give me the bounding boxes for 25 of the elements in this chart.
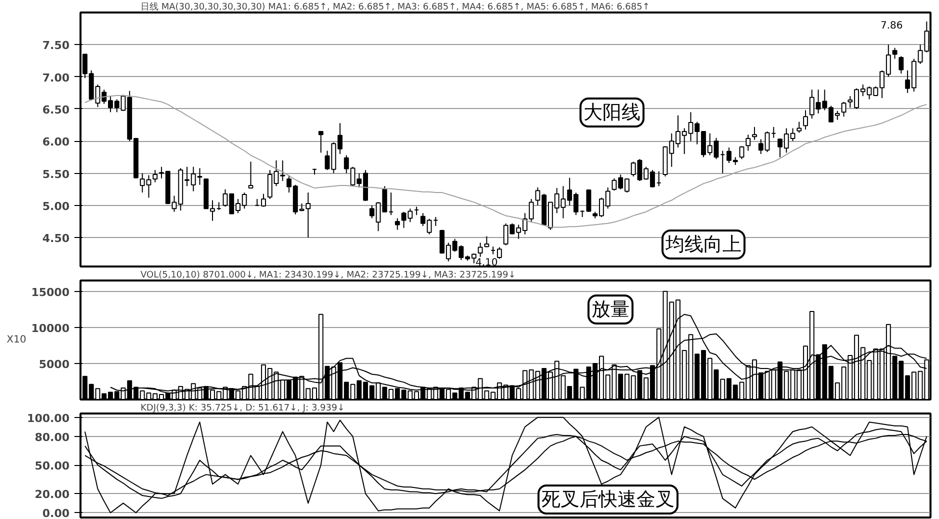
y-tick-label: 5000 <box>38 358 70 371</box>
y-tick-label: 6.00 <box>42 136 70 149</box>
y-tick-label: 15000 <box>31 286 70 299</box>
y-tick-label: 6.50 <box>42 103 70 116</box>
y-tick-label: 0.00 <box>42 507 70 519</box>
annotation: 7.86 <box>880 20 903 32</box>
chart-title: KDJ(9,3,3) K: 35.725↓, D: 51.617↓, J: 3.939↓ <box>140 404 345 414</box>
y-tick-label: 7.00 <box>42 71 70 84</box>
y-tick-label: 5.50 <box>42 168 70 181</box>
annotation: 死叉后快速金叉 <box>542 488 674 510</box>
annotation: 均线向上 <box>664 234 742 256</box>
annotation: 大阳线 <box>584 102 640 124</box>
y-tick-label: 50.00 <box>34 460 70 473</box>
text: X10 <box>6 334 26 346</box>
annotation: 放量 <box>592 298 630 320</box>
y-tick-label: 20.00 <box>34 488 70 502</box>
y-tick-label: 10000 <box>31 322 70 335</box>
annotation: 4.10 <box>476 258 498 268</box>
y-tick-label: 80.00 <box>34 430 70 444</box>
y-tick-label: 7.50 <box>42 39 70 52</box>
y-tick-label: 5.00 <box>42 200 70 213</box>
y-tick-label: 4.50 <box>42 232 70 246</box>
y-tick-label: 100.00 <box>27 412 70 425</box>
chart-title: 日线 MA(30,30,30,30,30,30) MA1: 6.685↑, MA2: 6.685↑, MA3: 6.685↑, MA4: 6.685↑, MA5: 6.685↑, MA6: 6.685↑ <box>140 2 650 12</box>
chart-title: VOL(5,10,10) 8701.000↓, MA1: 23430.199↓, MA2: 23725.199↓, MA3: 23725.199↓ <box>140 270 516 280</box>
